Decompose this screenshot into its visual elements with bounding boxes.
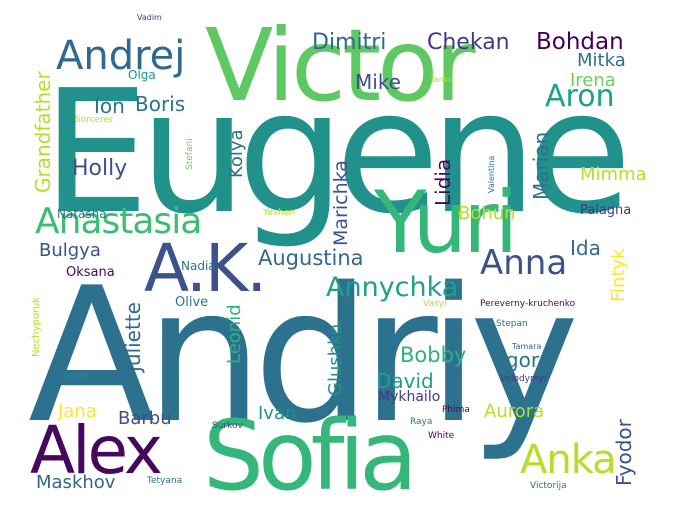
word-vasyl: Vasyl bbox=[423, 299, 447, 309]
word-boris: Boris bbox=[135, 92, 186, 116]
word-dimitri: Dimitri bbox=[312, 30, 387, 55]
word-phima: Phima bbox=[442, 405, 470, 415]
word-white: White bbox=[428, 431, 455, 441]
word-lidia: Lidia bbox=[431, 158, 455, 206]
word-marian: Marian bbox=[529, 131, 553, 200]
word-sorcerer: Sorcerer bbox=[75, 115, 113, 125]
word-sofia: Sofia bbox=[203, 400, 418, 512]
word-fintyk: Fintyk bbox=[608, 248, 629, 302]
word-nechyporuk: Nechyporuk bbox=[31, 296, 42, 357]
word-mimma: Mimma bbox=[580, 164, 647, 185]
word-mike: Mike bbox=[355, 70, 401, 94]
word-andriy: Andriy bbox=[28, 247, 579, 464]
word-jana: Jana bbox=[58, 401, 97, 422]
word-irena: Irena bbox=[570, 70, 616, 91]
word-oksana: Oksana bbox=[66, 265, 115, 280]
word-bohun: Bohun bbox=[458, 203, 516, 224]
word-maskhov: Maskhov bbox=[36, 472, 116, 493]
word-mitka: Mitka bbox=[577, 50, 626, 71]
word-chekan: Chekan bbox=[427, 30, 510, 55]
word-bohdan: Bohdan bbox=[536, 29, 624, 55]
word-olive: Olive bbox=[175, 295, 209, 310]
word-victorija: Victorija bbox=[530, 481, 567, 491]
word-volodymyr: Volodymyr bbox=[500, 374, 548, 384]
word-leonid: Leonid bbox=[224, 304, 245, 364]
word-kolya: Kolya bbox=[226, 129, 247, 178]
word-bobby: Bobby bbox=[400, 343, 467, 367]
word-aurora: Aurora bbox=[484, 401, 545, 422]
word-barbu: Barbu bbox=[118, 408, 172, 429]
word-ion: Ion bbox=[94, 94, 125, 118]
word-juliette: Juliette bbox=[121, 302, 145, 372]
word-victor: Victor bbox=[205, 7, 475, 124]
word-glushko: Glushko bbox=[325, 324, 346, 396]
word-bulgya: Bulgya bbox=[39, 240, 101, 261]
word-marichka: Marichka bbox=[330, 160, 352, 246]
word-augustina: Augustina bbox=[258, 246, 364, 270]
word-stepan: Stepan bbox=[496, 319, 528, 329]
word-ak: A.K. bbox=[144, 230, 267, 307]
word-tamara: Tamara bbox=[512, 342, 542, 351]
word-grandfather: Grandfather bbox=[31, 71, 55, 193]
word-nadia: Nadia bbox=[181, 259, 216, 273]
word-yanko: Yanko bbox=[430, 75, 453, 84]
word-fyodor: Fyodor bbox=[612, 419, 636, 486]
word-surkov: Surkov bbox=[212, 421, 243, 431]
word-raya: Raya bbox=[410, 417, 433, 427]
word-holly: Holly bbox=[72, 156, 128, 181]
word-yuri: Yuri bbox=[374, 173, 518, 273]
word-valentina: Valentina bbox=[487, 155, 496, 193]
word-aron: Aron bbox=[545, 79, 615, 114]
word-pereverny-kruchenko: Pereverny-kruchenko bbox=[480, 299, 576, 309]
word-alex: Alex bbox=[30, 412, 163, 489]
word-mykhailo: Mykhailo bbox=[378, 389, 441, 405]
word-vadim: Vadim bbox=[137, 13, 162, 22]
word-olga: Olga bbox=[128, 68, 156, 82]
word-yevhen: Yevhen bbox=[263, 208, 296, 218]
word-anka: Anka bbox=[520, 437, 617, 483]
word-ivan: Ivan bbox=[258, 403, 297, 424]
word-ida: Ida bbox=[570, 236, 601, 260]
word-palagna: Palagna bbox=[580, 203, 632, 218]
word-david: David bbox=[376, 369, 434, 393]
word-anna: Anna bbox=[480, 243, 568, 283]
word-andrej: Andrej bbox=[56, 33, 186, 79]
word-stefani: Stefani bbox=[185, 138, 195, 170]
word-anastasia: Anastasia bbox=[35, 201, 202, 242]
word-annychka: Annychka bbox=[326, 272, 459, 303]
word-tetyana: Tetyana bbox=[147, 476, 183, 486]
word-serge: Serge bbox=[62, 371, 89, 381]
word-igor: Igor bbox=[500, 348, 540, 372]
word-natasha: Natasha bbox=[57, 207, 107, 221]
word-eugene: Eugene bbox=[42, 54, 632, 252]
